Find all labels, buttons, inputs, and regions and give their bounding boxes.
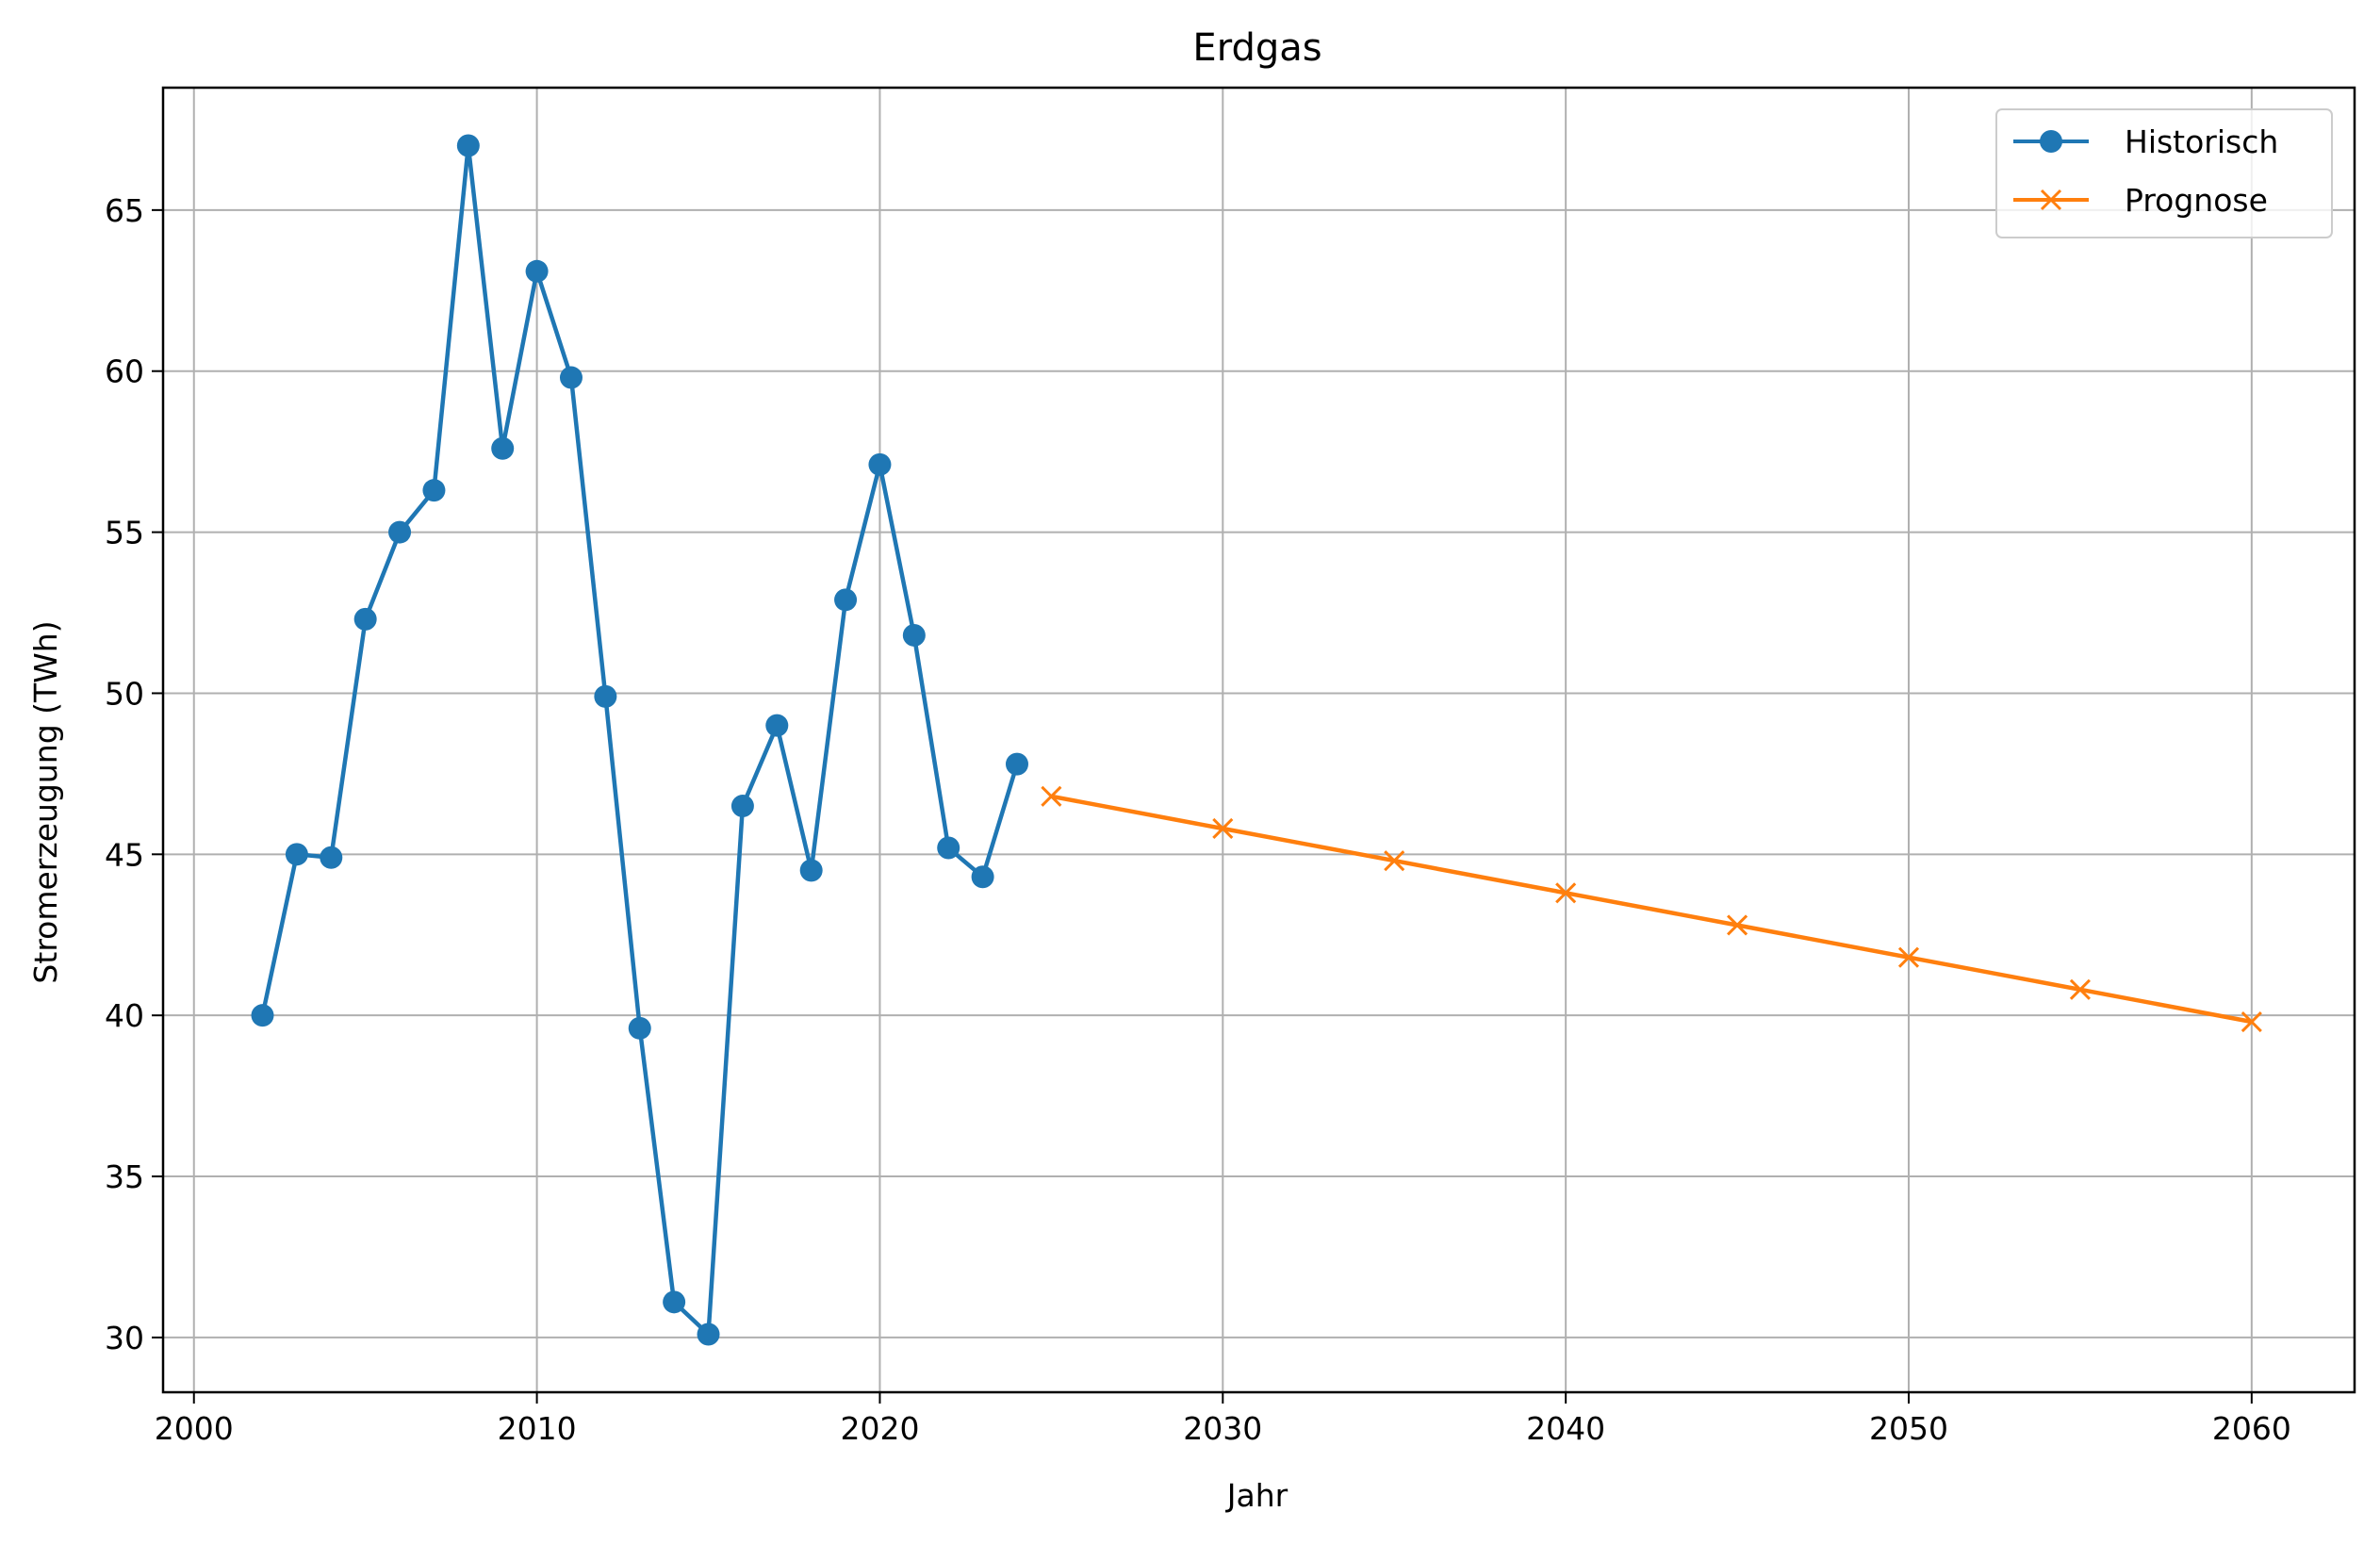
data-point-historisch: [285, 843, 308, 866]
y-axis-label: Stromerzeugung (TWh): [27, 620, 64, 983]
x-tick-label: 2020: [840, 1410, 919, 1447]
data-point-historisch: [251, 1004, 274, 1027]
data-point-historisch: [902, 623, 926, 647]
x-tick-label: 2060: [2212, 1410, 2291, 1447]
y-tick-label: 55: [105, 515, 144, 551]
data-point-historisch: [834, 588, 858, 612]
data-point-prognose: [1555, 882, 1577, 904]
legend-label-historisch: Historisch: [2125, 123, 2278, 160]
data-point-historisch: [388, 520, 412, 544]
data-point-historisch: [765, 714, 789, 737]
legend: Historisch Prognose: [1995, 108, 2333, 238]
data-point-historisch: [491, 436, 515, 460]
data-point-prognose: [2240, 1010, 2262, 1033]
legend-entry-historisch: Historisch: [2013, 123, 2278, 160]
x-tick-label: 2030: [1183, 1410, 1262, 1447]
data-point-historisch: [422, 479, 446, 502]
data-point-historisch: [353, 607, 377, 631]
legend-marker-prognose: [2040, 189, 2062, 211]
data-point-prognose: [1897, 946, 1920, 968]
data-point-historisch: [559, 366, 583, 389]
chart-title: Erdgas: [1192, 26, 1321, 70]
axis-ticks: 2000 2010 2020 2030 2040 2050 2060 30 35 40 45 50 55…: [105, 192, 2291, 1447]
data-point-historisch: [594, 684, 617, 708]
data-point-historisch: [628, 1016, 651, 1040]
legend-entry-prognose: Prognose: [2013, 182, 2268, 219]
series-line-prognose: [1050, 794, 2253, 1025]
x-tick-label: 2000: [155, 1410, 234, 1447]
data-point-historisch: [663, 1290, 686, 1314]
data-point-historisch: [697, 1322, 720, 1346]
legend-label-prognose: Prognose: [2125, 182, 2268, 219]
plot-frame: [161, 86, 2356, 1394]
y-tick-label: 35: [105, 1158, 144, 1195]
data-point-prognose: [1727, 914, 1748, 936]
x-tick-label: 2050: [1869, 1410, 1948, 1447]
x-axis-label: Jahr: [1225, 1477, 1288, 1514]
data-point-historisch: [320, 846, 343, 869]
y-tick-label: 65: [105, 192, 144, 229]
y-tick-label: 30: [105, 1320, 144, 1356]
data-point-historisch: [971, 865, 994, 889]
data-point-prognose: [1041, 785, 1062, 807]
data-point-historisch: [456, 134, 480, 157]
data-point-historisch: [799, 859, 823, 882]
data-point-prognose: [1212, 817, 1234, 840]
x-tick-label: 2040: [1526, 1410, 1605, 1447]
data-point-historisch: [525, 259, 549, 283]
legend-marker-historisch: [2040, 130, 2062, 153]
data-point-prognose: [2069, 978, 2091, 1000]
grid-lines: [163, 88, 2355, 1392]
data-point-historisch: [730, 795, 754, 818]
y-tick-label: 60: [105, 353, 144, 390]
data-point-historisch: [868, 452, 892, 476]
x-tick-label: 2010: [498, 1410, 577, 1447]
data-point-historisch: [937, 836, 960, 860]
y-tick-label: 45: [105, 836, 144, 873]
plot-series: [251, 134, 2262, 1346]
data-point-historisch: [1005, 752, 1028, 776]
y-tick-label: 40: [105, 997, 144, 1034]
data-point-prognose: [1384, 850, 1405, 872]
y-tick-label: 50: [105, 675, 144, 712]
